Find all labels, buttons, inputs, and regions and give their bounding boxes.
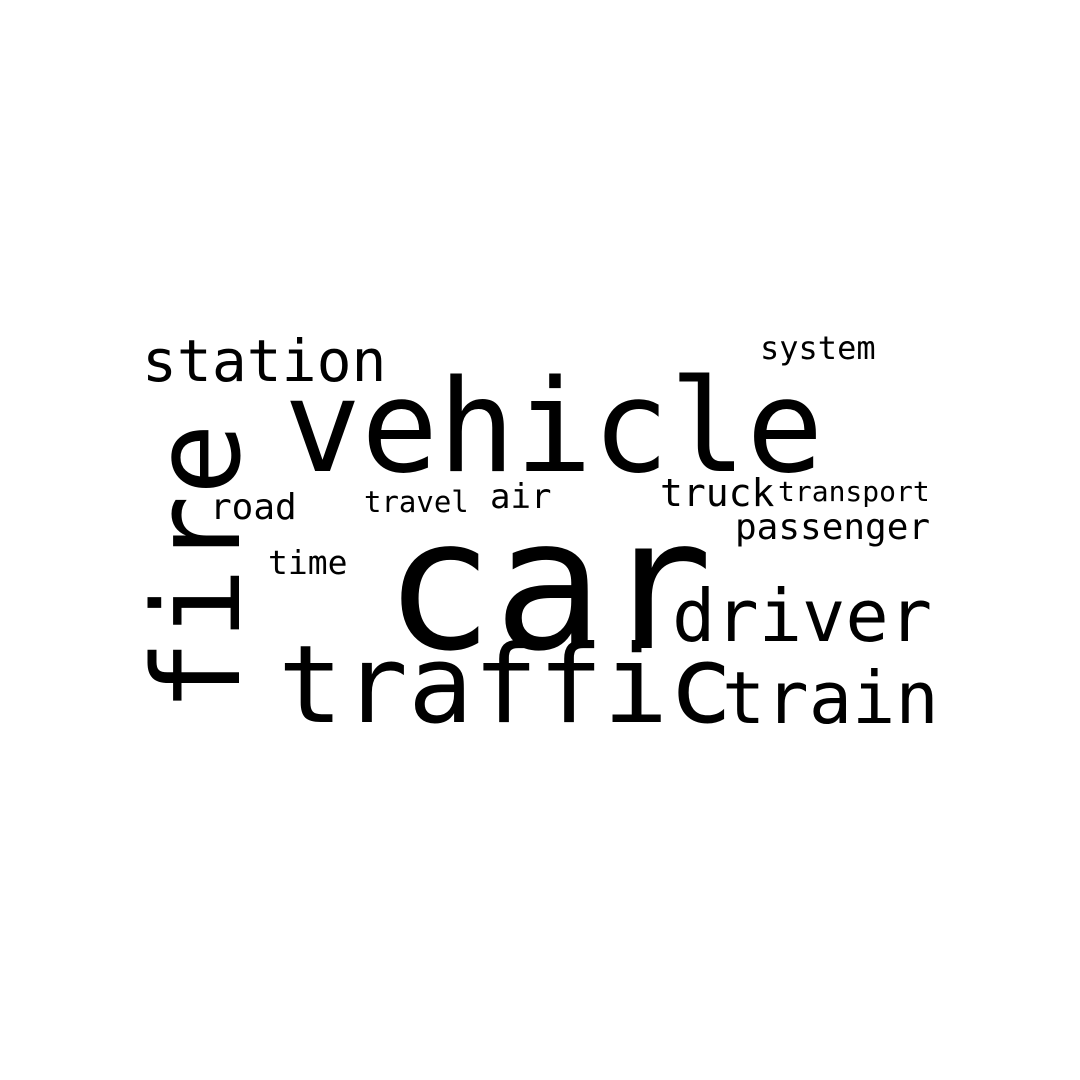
word-train: train [722,656,939,740]
word-passenger: passenger [735,507,931,548]
word-vehicle: vehicle [284,353,824,502]
word-system: system [760,329,876,367]
word-station: station [142,327,387,395]
word-time: time [268,543,348,582]
word-car: car [384,479,713,691]
word-traffic: traffic [278,623,734,748]
word-travel: travel [364,485,469,519]
word-transport: transport [778,475,930,508]
word-fire: fire [129,423,268,712]
word-road: road [210,487,297,528]
word-truck: truck [660,471,775,515]
word-air: air [490,477,552,517]
word-driver: driver [672,574,933,658]
